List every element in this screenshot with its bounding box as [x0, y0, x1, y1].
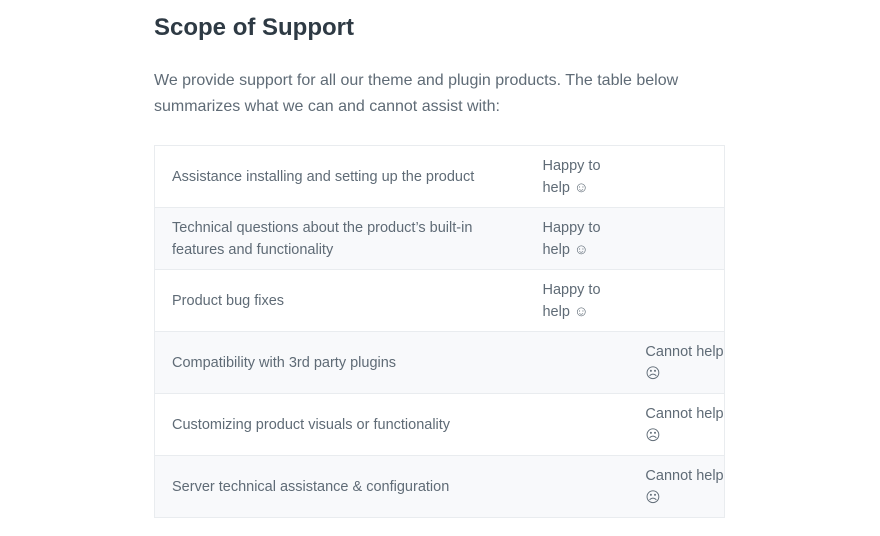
page-title: Scope of Support	[154, 14, 354, 41]
row-item: Product bug fixes	[172, 292, 285, 309]
cannot-help-cell: Cannot help ☹	[645, 405, 724, 444]
cannot-help-cell	[629, 270, 724, 332]
row-item: Technical questions about the product’s …	[172, 219, 473, 258]
happy-to-help-cell	[526, 332, 629, 394]
happy-to-help-cell	[526, 394, 629, 456]
cannot-help-cell	[629, 146, 724, 208]
table-row: Assistance installing and setting up the…	[154, 145, 725, 208]
happy-to-help-cell	[526, 456, 629, 518]
happy-to-help-cell: Happy to help ☺	[542, 219, 601, 258]
cannot-help-cell: Cannot help ☹	[645, 343, 724, 382]
row-item: Compatibility with 3rd party plugins	[172, 354, 397, 371]
table-row: Server technical assistance & configurat…	[154, 455, 725, 518]
intro-paragraph: We provide support for all our theme and…	[154, 72, 679, 115]
happy-to-help-cell: Happy to help ☺	[542, 157, 601, 196]
row-item: Customizing product visuals or functiona…	[172, 416, 451, 433]
cannot-help-cell: Cannot help ☹	[645, 467, 724, 506]
table-row: Product bug fixes Happy to help ☺	[154, 269, 725, 332]
support-scope-table: Assistance installing and setting up the…	[154, 145, 725, 518]
table-row: Technical questions about the product’s …	[154, 207, 725, 270]
table-row: Compatibility with 3rd party plugins Cann…	[154, 331, 725, 394]
row-item: Server technical assistance & configurat…	[172, 478, 450, 495]
happy-to-help-cell: Happy to help ☺	[542, 281, 601, 320]
cannot-help-cell	[629, 208, 724, 270]
table-row: Customizing product visuals or functiona…	[154, 393, 725, 456]
row-item: Assistance installing and setting up the…	[172, 168, 475, 185]
